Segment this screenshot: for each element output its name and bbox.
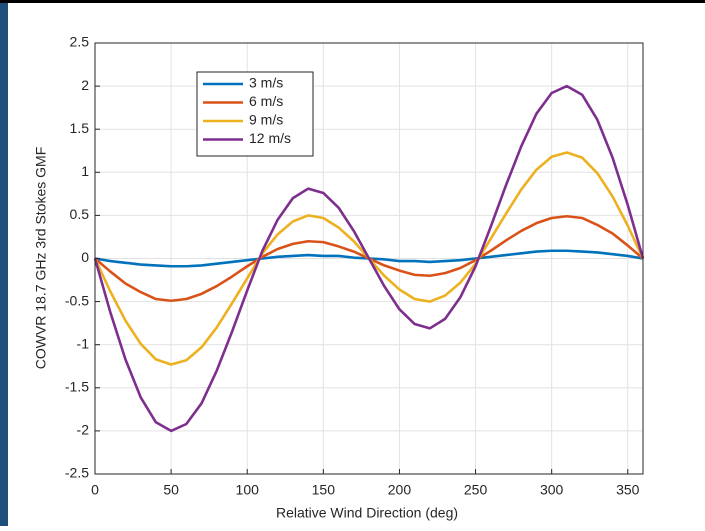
y-tick-label: 2.5 [70,34,90,50]
legend-label: 6 m/s [249,93,283,109]
legend-label: 9 m/s [249,112,283,128]
left-edge [0,3,8,526]
series-line [93,84,645,433]
y-tick-label: 0 [81,249,89,265]
legend: 3 m/s 6 m/s 9 m/s 12 m/s [196,71,314,157]
y-tick-label: -1.5 [65,379,89,395]
x-axis-label: Relative Wind Direction (deg) [276,505,458,521]
legend-label: 12 m/s [249,130,291,146]
lines [93,84,645,433]
y-tick-label: -1 [77,335,90,351]
y-tick-label: -0.5 [65,292,89,308]
y-tick-label: 2 [81,77,89,93]
x-tick-label: 300 [540,482,564,498]
legend-box [196,71,314,157]
top-border [0,0,705,3]
y-tick-label: 0.5 [70,206,90,222]
y-tick-label: -2.5 [65,465,89,481]
x-tick-label: 250 [464,482,488,498]
ticks: 0 50 100 150 200 250 300 350 -2.5 -2 -1.5 -1 -0.5 0 0.… [65,34,640,498]
x-tick-label: 100 [236,482,260,498]
y-tick-label: 1.5 [70,120,90,136]
x-tick-label: 150 [312,482,336,498]
legend-label: 3 m/s [249,75,283,91]
y-tick-label: -2 [77,422,90,438]
y-tick-label: 1 [81,163,89,179]
y-axis-label: COWVR 18.7 GHz 3rd Stokes GMF [33,147,49,370]
x-tick-label: 350 [616,482,640,498]
x-tick-label: 200 [388,482,412,498]
x-tick-label: 50 [163,482,179,498]
x-tick-label: 0 [91,482,99,498]
